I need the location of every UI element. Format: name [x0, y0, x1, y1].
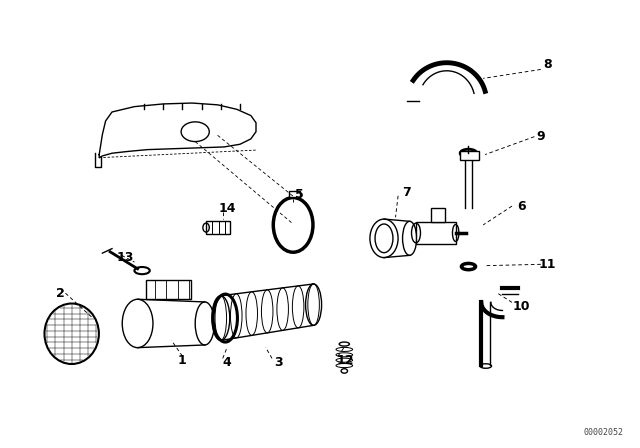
Text: 6: 6 — [517, 199, 526, 213]
Ellipse shape — [339, 342, 349, 346]
Ellipse shape — [480, 364, 492, 368]
Text: 7: 7 — [402, 186, 411, 199]
Ellipse shape — [403, 221, 417, 255]
Ellipse shape — [212, 296, 230, 340]
Text: 12: 12 — [337, 354, 355, 367]
Text: 1: 1 — [178, 354, 187, 367]
Text: 9: 9 — [536, 130, 545, 143]
Text: 13: 13 — [116, 251, 134, 264]
Text: 11: 11 — [538, 258, 556, 271]
Text: 4: 4 — [223, 356, 232, 370]
FancyBboxPatch shape — [146, 280, 191, 299]
Text: 14: 14 — [218, 202, 236, 215]
FancyBboxPatch shape — [460, 151, 479, 160]
FancyBboxPatch shape — [416, 222, 456, 244]
Text: 2: 2 — [56, 287, 65, 300]
Text: 5: 5 — [295, 188, 304, 202]
Ellipse shape — [122, 299, 153, 348]
Text: 3: 3 — [274, 356, 283, 370]
Ellipse shape — [370, 219, 398, 258]
Ellipse shape — [341, 369, 348, 373]
Ellipse shape — [134, 267, 150, 274]
Ellipse shape — [460, 149, 477, 157]
Text: 00002052: 00002052 — [584, 428, 624, 437]
Text: 10: 10 — [513, 300, 531, 314]
FancyBboxPatch shape — [431, 208, 445, 222]
Ellipse shape — [195, 302, 214, 345]
Ellipse shape — [306, 284, 322, 325]
Text: 8: 8 — [543, 58, 552, 72]
Ellipse shape — [461, 263, 476, 270]
FancyBboxPatch shape — [206, 221, 230, 234]
FancyBboxPatch shape — [289, 191, 300, 197]
